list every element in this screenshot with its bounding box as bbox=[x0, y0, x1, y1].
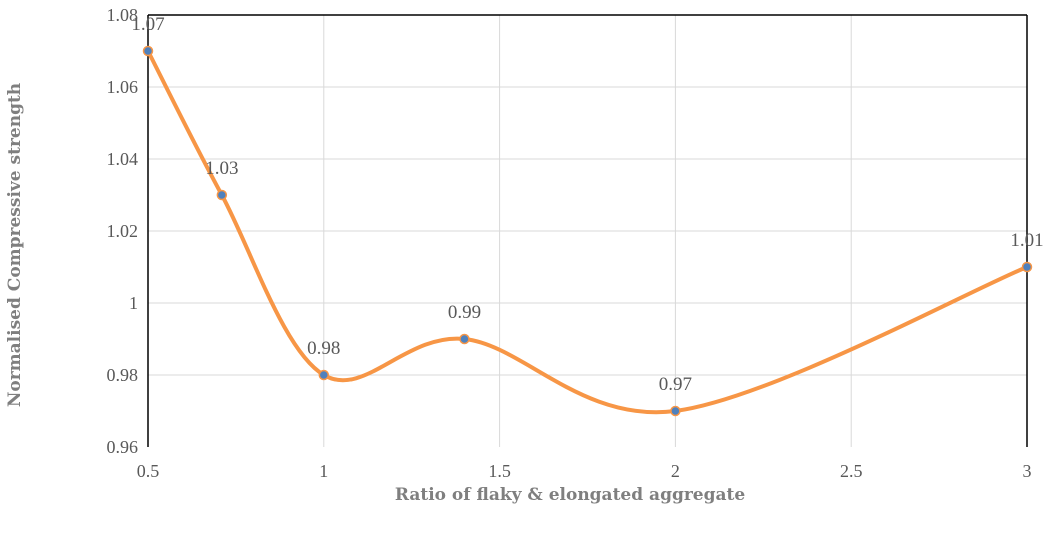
axes bbox=[147, 14, 1028, 447]
data-point bbox=[216, 189, 228, 201]
y-tick-label: 1.08 bbox=[107, 5, 139, 25]
x-tick-label: 2.5 bbox=[840, 461, 863, 481]
tick-labels: 0.96 0.98 1 1.02 1.04 1.06 1.08 0.5 1 1.5 2 2.5 3 bbox=[107, 5, 1032, 481]
x-tick-label: 1.5 bbox=[488, 461, 511, 481]
data-label: 1.01 bbox=[1010, 230, 1043, 251]
gridlines bbox=[148, 14, 1028, 447]
y-axis-title: Normalised Compressive strength bbox=[5, 83, 25, 407]
x-tick-label: 1 bbox=[319, 461, 328, 481]
data-label: 1.07 bbox=[131, 14, 164, 35]
data-point bbox=[142, 45, 154, 57]
data-point bbox=[670, 405, 681, 417]
data-label: 0.99 bbox=[448, 302, 481, 323]
data-point bbox=[1021, 261, 1033, 273]
data-label: 0.97 bbox=[659, 374, 692, 395]
series-group bbox=[142, 45, 1033, 417]
data-point bbox=[459, 333, 470, 345]
data-label: 0.98 bbox=[307, 338, 340, 359]
x-tick-label: 0.5 bbox=[137, 461, 160, 481]
x-tick-label: 3 bbox=[1023, 461, 1032, 481]
data-label: 1.03 bbox=[205, 158, 238, 179]
y-tick-label: 1.04 bbox=[107, 149, 139, 169]
y-tick-label: 1.02 bbox=[107, 221, 139, 241]
y-tick-label: 1.06 bbox=[107, 77, 139, 97]
y-tick-label: 0.96 bbox=[107, 437, 139, 457]
x-axis-title: Ratio of flaky & elongated aggregate bbox=[395, 485, 746, 505]
series-line bbox=[146, 49, 1029, 415]
data-point bbox=[318, 369, 330, 381]
y-tick-label: 0.98 bbox=[107, 365, 139, 385]
x-tick-label: 2 bbox=[671, 461, 680, 481]
y-tick-label: 1 bbox=[129, 293, 138, 313]
data-labels: 1.07 1.03 0.98 0.99 0.97 1.01 bbox=[131, 14, 1043, 395]
